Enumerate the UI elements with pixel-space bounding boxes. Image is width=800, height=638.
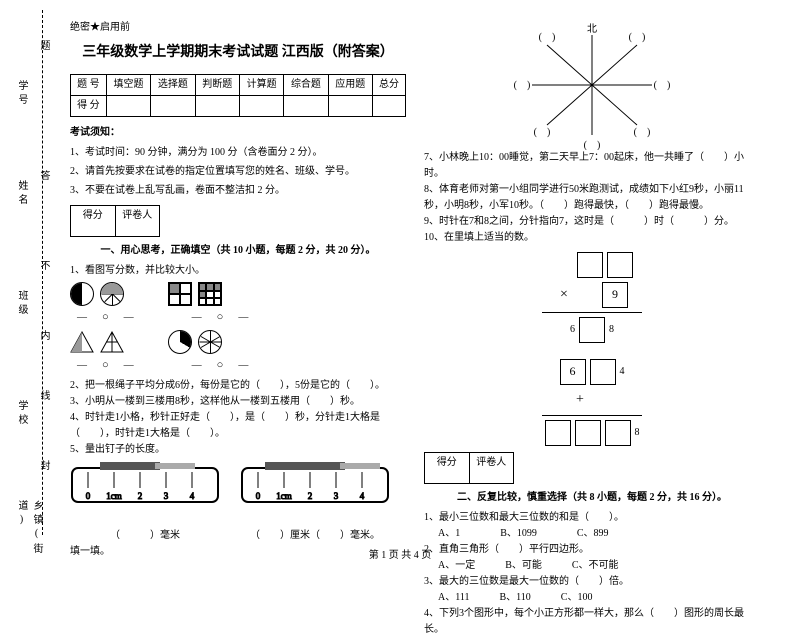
score-box-1: 得分评卷人: [70, 205, 160, 237]
mc3-options: A、111 B、110 C、100: [424, 590, 760, 606]
svg-text:3: 3: [164, 491, 169, 501]
right-column: 北 ( ) ( ) ( ) ( ) ( ) ( ) ( ) 7、小林晚上10：00睡觉…: [424, 20, 760, 555]
svg-text:( ): ( ): [534, 127, 551, 138]
left-column: 绝密★启用前 三年级数学上学期期末考试试题 江西版（附答案） 题 号填空题选择题…: [70, 20, 406, 555]
grid9-icon: [198, 282, 222, 306]
side-school: 学校: [14, 400, 29, 428]
svg-text:( ): ( ): [634, 127, 651, 138]
ruler-1-answer: （ ）毫米: [70, 528, 220, 544]
ruler-2-answer: （ ）厘米（ ）毫米。: [240, 528, 390, 544]
mc3: 3、最大的三位数是最大一位数的（ ）倍。: [424, 574, 760, 590]
rulers-row: 0 1cm 2 3 4 （ ）毫米: [70, 458, 406, 544]
ruler-2-icon: 0 1cm 2 3 4: [240, 462, 390, 518]
q1-row2: [70, 330, 406, 354]
circle-third-icon: [168, 330, 192, 354]
svg-text:2: 2: [138, 491, 143, 501]
q5: 5、量出钉子的长度。: [70, 442, 406, 458]
q10: 10、在里填上适当的数。: [424, 230, 760, 246]
svg-text:4: 4: [190, 491, 195, 501]
q7: 7、小林晚上10：00睡觉，第二天早上7：00起床，他一共睡了（ ）小时。: [424, 150, 760, 182]
q8: 8、体育老师对第一小组同学进行50米跑测试，成绩如下小红9秒，小丽11秒，小明8…: [424, 182, 760, 214]
svg-text:1cm: 1cm: [106, 491, 122, 501]
score-box-2: 得分评卷人: [424, 452, 514, 484]
svg-text:( ): ( ): [539, 32, 556, 43]
svg-text:( ): ( ): [654, 80, 671, 91]
q10-figure: × 9 68 64 + 8: [424, 252, 760, 446]
side-not: 不: [36, 260, 51, 274]
q2: 2、把一根绳子平均分成6份，每份是它的（ ），5份是它的（ ）。: [70, 378, 406, 394]
ruler-1-icon: 0 1cm 2 3 4: [70, 462, 220, 518]
secret-label: 绝密★启用前: [70, 20, 406, 36]
svg-text:0: 0: [256, 491, 261, 501]
svg-text:( ): ( ): [629, 32, 646, 43]
side-seal: 封: [36, 460, 51, 474]
circle-half-icon: [70, 282, 94, 306]
side-class: 班级: [14, 290, 29, 318]
svg-text:2: 2: [308, 491, 313, 501]
side-line: 线: [36, 390, 51, 404]
side-answer: 答: [36, 170, 51, 184]
side-topic: 题: [36, 40, 51, 54]
side-id: 学号: [14, 80, 29, 108]
compass-diagram: 北 ( ) ( ) ( ) ( ) ( ) ( ) ( ): [492, 20, 692, 150]
triangle-lines-icon: [100, 331, 124, 353]
q1: 1、看图写分数，并比较大小。: [70, 263, 406, 279]
q9: 9、时针在7和8之间，分针指向7，这时是（ ）时（ ）分。: [424, 214, 760, 230]
svg-text:北: 北: [587, 23, 597, 35]
svg-text:1cm: 1cm: [276, 491, 292, 501]
svg-text:3: 3: [334, 491, 339, 501]
exam-title: 三年级数学上学期期末考试试题 江西版（附答案）: [70, 42, 406, 64]
q1-row-cmp1: —○— —○—: [70, 309, 406, 327]
circle-sixths-icon: [198, 330, 222, 354]
section-1-title: 一、用心思考，正确填空（共 10 小题，每题 2 分，共 20 分）。: [70, 243, 406, 259]
q1-row1: [70, 282, 406, 306]
side-inside: 内: [36, 330, 51, 344]
svg-text:4: 4: [360, 491, 365, 501]
q3: 3、小明从一楼到三楼用8秒，这样他从一楼到五楼用（ ）秒。: [70, 394, 406, 410]
mc4: 4、下列3个图形中，每个小正方形都一样大，那么（ ）图形的周长最长。: [424, 606, 760, 638]
grid4-icon: [168, 282, 192, 306]
circle-eighths-icon: [100, 282, 124, 306]
svg-text:( ): ( ): [584, 140, 601, 150]
instructions-head: 考试须知：: [70, 125, 406, 141]
mc1: 1、最小三位数和最大三位数的和是（ ）。: [424, 510, 760, 526]
instructions-list: 1、考试时间：90 分钟，满分为 100 分（含卷面分 2 分）。 2、请首先按…: [70, 145, 406, 199]
svg-text:( ): ( ): [514, 80, 531, 91]
q4: 4、时针走1小格，秒针正好走（ ），是（ ）秒，分针走1大格是（ ），时针走1大…: [70, 410, 406, 442]
page-footer: 第 1 页 共 4 页: [0, 546, 800, 561]
triangle-icon: [70, 331, 94, 353]
score-table: 题 号填空题选择题判断题计算题综合题应用题总分 得 分: [70, 74, 406, 117]
mc1-options: A、1 B、1099 C、899: [424, 526, 760, 542]
side-name: 姓名: [14, 180, 29, 208]
section-2-title: 二、反复比较，慎重选择（共 8 小题，每题 2 分，共 16 分）。: [424, 490, 760, 506]
svg-text:0: 0: [86, 491, 91, 501]
q1-row-cmp2: —○— —○—: [70, 357, 406, 375]
